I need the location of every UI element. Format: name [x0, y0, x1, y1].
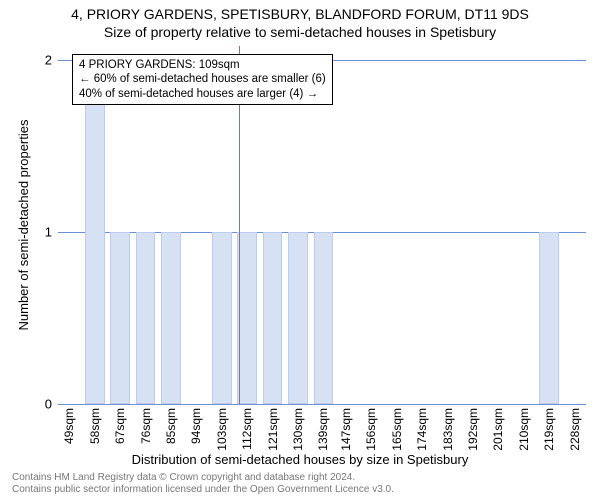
- x-tick-label: 121sqm: [266, 408, 280, 451]
- bar: [110, 232, 130, 404]
- x-tick-label: 183sqm: [441, 408, 455, 451]
- footer-line2: Contains public sector information licen…: [12, 484, 394, 496]
- footer-line1: Contains HM Land Registry data © Crown c…: [12, 472, 394, 484]
- legend-line: ← 60% of semi-detached houses are smalle…: [79, 72, 326, 86]
- x-tick-label: 58sqm: [88, 408, 102, 444]
- bar: [161, 232, 181, 404]
- x-tick-label: 94sqm: [189, 408, 203, 444]
- x-tick-label: 76sqm: [139, 408, 153, 444]
- x-tick-label: 201sqm: [491, 408, 505, 451]
- x-tick-label: 156sqm: [364, 408, 378, 451]
- chart-title-line1: 4, PRIORY GARDENS, SPETISBURY, BLANDFORD…: [0, 6, 600, 22]
- bar: [539, 232, 559, 404]
- x-tick-label: 49sqm: [62, 408, 76, 444]
- x-tick-label: 219sqm: [542, 408, 556, 451]
- x-tick-label: 210sqm: [517, 408, 531, 451]
- chart-container: 4, PRIORY GARDENS, SPETISBURY, BLANDFORD…: [0, 0, 600, 500]
- x-tick-label: 228sqm: [568, 408, 582, 451]
- x-tick-label: 130sqm: [291, 408, 305, 451]
- gridline: [58, 404, 586, 405]
- x-tick-label: 67sqm: [113, 408, 127, 444]
- x-tick-label: 165sqm: [390, 408, 404, 451]
- bar: [237, 232, 257, 404]
- legend-line: 40% of semi-detached houses are larger (…: [79, 87, 326, 101]
- x-tick-label: 192sqm: [466, 408, 480, 451]
- bar: [136, 232, 156, 404]
- bar: [263, 232, 283, 404]
- bar: [85, 60, 105, 404]
- x-tick-label: 112sqm: [240, 408, 254, 450]
- legend-box: 4 PRIORY GARDENS: 109sqm← 60% of semi-de…: [72, 54, 333, 105]
- chart-title-line2: Size of property relative to semi-detach…: [0, 24, 600, 40]
- bar: [212, 232, 232, 404]
- footer-attribution: Contains HM Land Registry data © Crown c…: [12, 472, 394, 496]
- x-tick-label: 139sqm: [316, 408, 330, 451]
- x-tick-label: 174sqm: [415, 408, 429, 451]
- x-axis-label: Distribution of semi-detached houses by …: [0, 452, 600, 467]
- y-axis-label: Number of semi-detached properties: [16, 46, 31, 404]
- bar: [314, 232, 334, 404]
- legend-line: 4 PRIORY GARDENS: 109sqm: [79, 58, 326, 72]
- bar: [288, 232, 308, 404]
- x-tick-label: 85sqm: [164, 408, 178, 444]
- x-tick-label: 103sqm: [215, 408, 229, 451]
- x-tick-label: 147sqm: [339, 408, 353, 451]
